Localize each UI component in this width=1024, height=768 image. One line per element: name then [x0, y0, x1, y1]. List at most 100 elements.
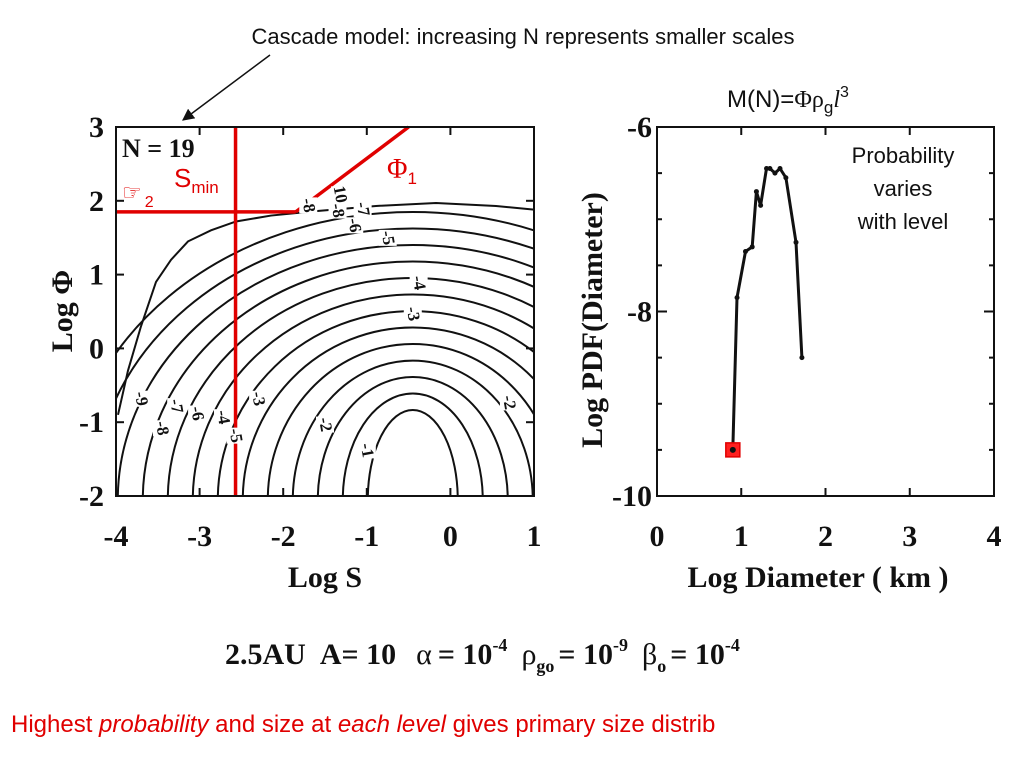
- pdf-y-tick-label: -6: [627, 111, 652, 144]
- note-line-1: Probability: [852, 143, 955, 168]
- pdf-series-line: [731, 167, 804, 450]
- contour-level-text: -7: [166, 397, 187, 415]
- contour-x-tick-label: -3: [187, 520, 212, 553]
- contour-level-text: -3: [403, 305, 424, 322]
- pdf-series: [725, 166, 805, 458]
- contour-level-text: -9: [131, 390, 152, 407]
- pdf-x-tick-label: 2: [818, 520, 833, 553]
- contour-level-text: -1: [357, 442, 378, 459]
- phi1-label: Φ1: [387, 154, 417, 188]
- smin-label: Smin: [174, 163, 219, 197]
- header-arrow: [182, 54, 271, 121]
- contour-line: [241, 326, 534, 496]
- contour-level-text: -8: [298, 197, 319, 214]
- contour-level-label: -8: [298, 197, 319, 214]
- note-line-3: with level: [857, 209, 948, 234]
- contour-y-tick-label: -1: [79, 406, 104, 439]
- contour-level-text: -2: [499, 394, 520, 411]
- pdf-y-tick-label: -8: [627, 296, 652, 329]
- contour-y-axis-label: Log Φ: [46, 270, 79, 352]
- contour-x-tick-label: -2: [271, 520, 296, 553]
- panel-label: N = 19: [122, 134, 195, 163]
- contour-line: [366, 409, 459, 496]
- pdf-y-tick-label: -10: [612, 480, 652, 513]
- pdf-highlight-point: [729, 446, 736, 453]
- contour-level-text: -8: [327, 202, 348, 219]
- contour-level-text: -5: [378, 229, 399, 246]
- contour-level-text: -5: [225, 427, 246, 444]
- pointer-hand-label: ☞ 2: [122, 180, 154, 211]
- red-annotation-lines: [116, 125, 410, 496]
- contour-level-label: -7: [166, 397, 187, 415]
- contour-x-axis-label: Log S: [288, 561, 362, 594]
- contour-level-text: -4: [213, 408, 234, 426]
- header-annotation: Cascade model: increasing N represents s…: [252, 24, 795, 49]
- contour-level-text: -4: [409, 274, 430, 292]
- contour-plot-frame: [115, 126, 535, 497]
- contour-y-tick-label: 0: [89, 332, 104, 365]
- contour-line: [316, 376, 509, 496]
- contour-level-text: -7: [353, 200, 374, 218]
- contour-line: [291, 359, 534, 496]
- contour-level-label: -2: [499, 394, 520, 411]
- pdf-data-point: [758, 202, 764, 208]
- contour-level-label: -4: [409, 274, 430, 292]
- contour-level-label: -4: [213, 408, 234, 426]
- contour-level-label: -7: [353, 200, 374, 218]
- contour-line: [266, 343, 534, 496]
- pdf-y-axis-label: Log PDF(Diameter): [576, 192, 609, 448]
- pdf-line-chart: 0 1 2 3 4 -6 -8 -10 Log Diameter ( km ) Log PDF…: [576, 111, 1002, 594]
- pdf-x-tick-label: 4: [987, 520, 1002, 553]
- pdf-data-point: [753, 189, 759, 195]
- contour-level-label: -2: [315, 416, 336, 433]
- pdf-data-point: [742, 249, 748, 255]
- parameters-line: 2.5AU A= 10 α = 10-4 ρgo = 10-9 βo = 10-4: [225, 635, 740, 676]
- contour-line: [191, 293, 534, 496]
- contour-lines: [116, 202, 534, 496]
- contour-level-label: -6: [344, 217, 365, 234]
- contour-x-tick-label: 1: [527, 520, 542, 553]
- pointer-hand-icon: ☞: [122, 180, 142, 205]
- contour-level-labels: -1-2-2-3-3-4-4-5-5-6-6-7-7-8-8 -8-910: [131, 184, 520, 459]
- contour-level-text: -8: [152, 420, 173, 437]
- contour-x-tick-label: -4: [104, 520, 129, 553]
- pdf-data-point: [777, 166, 783, 172]
- contour-line: [116, 227, 534, 401]
- contour-level-label: -3: [248, 390, 269, 407]
- pdf-data-point: [772, 170, 778, 176]
- pdf-x-tick-label: 3: [902, 520, 917, 553]
- contour-line: [141, 260, 534, 496]
- contour-axis-ticks: -4 -3 -2 -1 0 1 -2 -1 0 1 2 3: [79, 111, 542, 553]
- contour-x-tick-label: -1: [354, 520, 379, 553]
- pdf-x-tick-label: 1: [734, 520, 749, 553]
- contour-line: [116, 244, 534, 496]
- contour-level-text: -6: [187, 405, 208, 422]
- contour-level-label: -6: [187, 405, 208, 422]
- contour-level-label: -5: [378, 229, 399, 246]
- contour-level-text: -6: [344, 217, 365, 234]
- formula: M(N)=Φρgl3: [727, 84, 849, 117]
- contour-line: [116, 211, 534, 355]
- contour-outer-boundary: [117, 202, 534, 416]
- contour-level-label: -1: [357, 442, 378, 459]
- contour-x-tick-label: 0: [443, 520, 458, 553]
- contour-level-label: -5: [225, 427, 246, 444]
- pdf-data-point: [799, 355, 805, 361]
- pdf-data-point: [749, 244, 755, 250]
- contour-y-tick-label: -2: [79, 480, 104, 513]
- pdf-data-point: [793, 239, 799, 245]
- contour-level-label: -3: [403, 305, 424, 322]
- contour-level-label: -8: [327, 202, 348, 219]
- contour-level-text: 10: [330, 184, 352, 204]
- contour-level-label: -8: [152, 420, 173, 437]
- note-line-2: varies: [874, 176, 933, 201]
- pdf-data-point: [783, 175, 789, 181]
- contour-y-tick-label: 3: [89, 111, 104, 144]
- contour-y-tick-label: 1: [89, 259, 104, 292]
- pdf-data-point: [734, 295, 740, 301]
- pdf-data-point: [767, 166, 773, 172]
- contour-line: [341, 392, 484, 496]
- contour-level-label: -9: [131, 390, 152, 407]
